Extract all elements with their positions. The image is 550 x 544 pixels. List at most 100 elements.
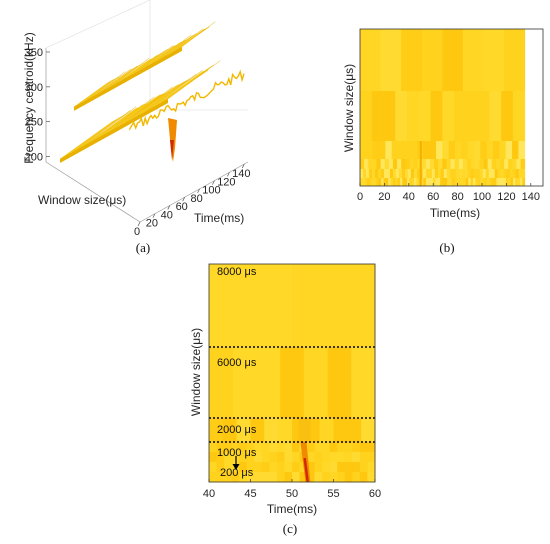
panel-a-surface-strip: [137, 73, 197, 116]
panel-b-cell: [421, 159, 427, 169]
panel-b-cell: [498, 178, 502, 186]
panel-b-xtick-label: 120: [497, 191, 515, 203]
panel-c-cell: [261, 442, 270, 453]
panel-b-cell: [360, 178, 363, 186]
panel-a-window-axis: [45, 161, 141, 223]
panel-c-cell: [269, 462, 278, 473]
panel-b-cell: [477, 178, 481, 186]
panel-c-cell: [276, 452, 285, 463]
panel-b-cell: [479, 159, 484, 169]
panel-b-cell: [362, 178, 366, 186]
panel-c-cell: [307, 462, 316, 473]
panel-c-cell: [359, 462, 368, 473]
panel-b-cell: [471, 159, 476, 169]
panel-b-cell: [470, 169, 475, 178]
panel-c-cell: [246, 442, 255, 453]
panel-c-cell: [254, 442, 263, 453]
panel-b-cell: [461, 141, 469, 159]
panel-b-cell: [431, 169, 436, 178]
panel-b-cell: [422, 169, 427, 178]
panel-b-cell: [455, 141, 462, 159]
panel-c-cell: [361, 418, 376, 443]
panel-b-cell: [503, 178, 507, 186]
panel-b-cell: [450, 159, 456, 169]
panel-b-cell: [368, 169, 373, 178]
panel-a-surface-strip: [77, 106, 137, 150]
panel-b-cell: [496, 178, 500, 186]
panel-b-cell: [467, 141, 475, 159]
panel-c-cell: [347, 418, 362, 443]
panel-b-cell: [379, 141, 386, 159]
panel-c-cell: [222, 418, 238, 443]
panel-b-cell: [409, 159, 414, 169]
panel-b-cell: [489, 91, 502, 141]
panel-c-band-label: 1000 μs: [217, 447, 257, 459]
panel-b-cell: [497, 169, 502, 178]
panel-c-cell: [232, 347, 257, 419]
panel-c-cell: [314, 442, 323, 453]
panel-a-xtick-label: 40: [161, 209, 173, 221]
panel-b-xlabel: Time(ms): [430, 206, 480, 220]
panel-b-cell: [442, 29, 464, 91]
panel-c-cell: [231, 472, 240, 483]
panel-b-cell: [487, 159, 493, 169]
panel-c-cell: [209, 452, 217, 463]
panel-c-cell: [284, 462, 293, 473]
panel-b-cell: [512, 91, 526, 141]
panel-c-cell: [314, 452, 323, 463]
panel-b-cell: [360, 141, 367, 159]
panel-b-cell: [508, 159, 513, 169]
panel-b-cell: [398, 141, 405, 159]
panel-c-cells: [209, 264, 376, 483]
panel-a-xtick-label: 60: [176, 201, 188, 213]
panel-c-band-label: 200 μs: [220, 467, 254, 479]
panel-b-cell: [398, 169, 403, 178]
panel-b-cell: [440, 178, 443, 186]
panel-b-cell: [407, 178, 410, 186]
panel-c-xlabel: Time(ms): [267, 502, 317, 516]
panel-c-cell: [367, 442, 376, 453]
panel-c-cell: [246, 462, 255, 473]
panel-b-cell: [491, 169, 496, 178]
panel-b-cell: [454, 159, 460, 169]
panel-c-cell: [322, 472, 331, 483]
panel-a-xtick-mark: [167, 205, 171, 210]
panel-b-cell: [364, 159, 369, 169]
panel-b-cell: [488, 169, 493, 178]
panel-b-xtick-label: 20: [378, 191, 390, 203]
panel-b-xtick-label: 80: [451, 191, 463, 203]
panel-b-cell: [442, 91, 455, 141]
panel-b-cell: [404, 141, 412, 159]
panel-b-cell: [485, 169, 490, 178]
panel-b-cell: [371, 169, 376, 178]
panel-c-ticks: 40 45 50 55 60: [203, 479, 381, 500]
panel-b-cell: [390, 178, 394, 186]
panel-a-xtick-mark: [197, 188, 200, 194]
panel-c-cell: [256, 347, 281, 419]
panel-b-cell: [402, 178, 406, 186]
panel-c-cell: [236, 418, 251, 443]
panel-c-band-label: 2000 μs: [217, 424, 257, 436]
panel-b-cell: [512, 159, 517, 169]
panel-c-cell: [239, 472, 248, 483]
panel-b-cell: [416, 178, 420, 186]
panel-c-band-label: 8000 μs: [217, 266, 257, 278]
panel-b-cell: [438, 159, 443, 169]
panel-b-cell: [468, 178, 471, 186]
panel-b-cell: [388, 159, 394, 169]
panel-b-cell: [465, 91, 479, 141]
panel-c-cell: [209, 442, 217, 453]
panel-c-cell: [344, 442, 353, 453]
panel-b-cell: [400, 178, 403, 186]
panel-b-cell: [491, 178, 495, 186]
panel-b-cell: [504, 159, 509, 169]
panel-b-cell: [423, 178, 427, 186]
panel-b-cell: [512, 169, 517, 178]
panel-b-cell: [440, 169, 445, 178]
panel-a-xtick-label: 80: [190, 193, 202, 205]
panel-a-surface-strip: [91, 68, 132, 97]
panel-c-cell: [329, 472, 338, 483]
panel-b-cell: [378, 178, 382, 186]
